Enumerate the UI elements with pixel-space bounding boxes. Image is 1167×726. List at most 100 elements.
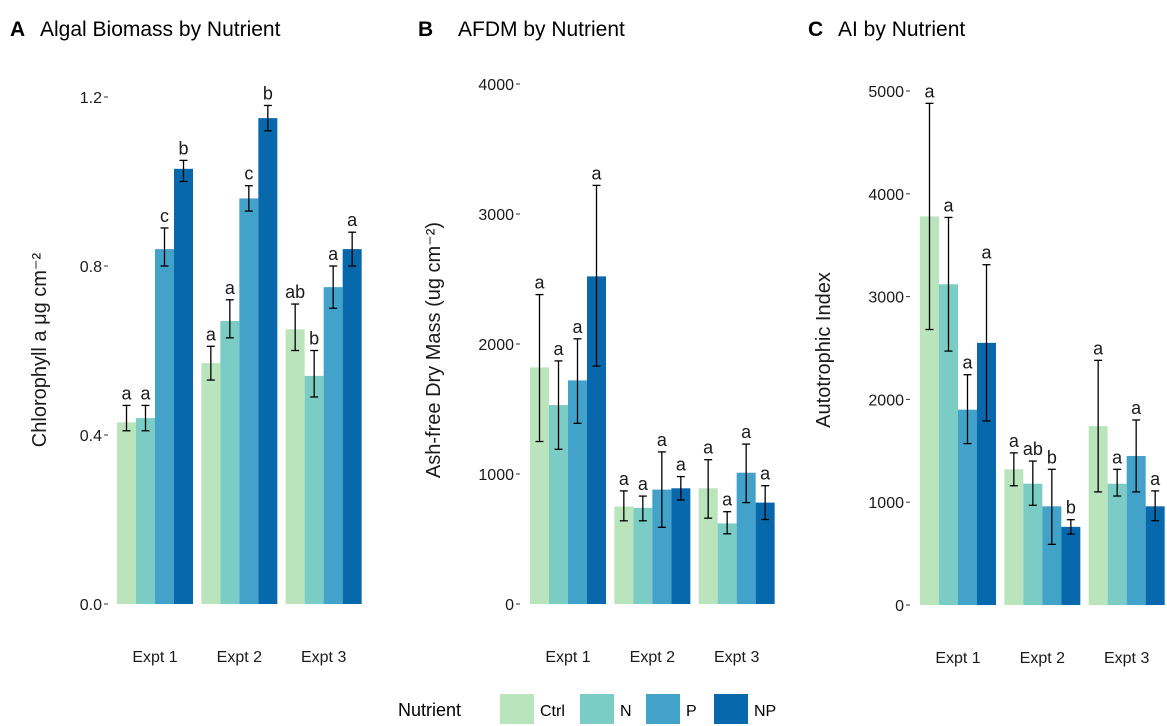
significance-label: a [328, 244, 339, 264]
bar-np [671, 488, 691, 604]
significance-label: a [206, 324, 217, 344]
bar-n [220, 320, 240, 604]
legend-label: P [686, 703, 697, 720]
legend-title: Nutrient [398, 700, 461, 720]
y-tick-label: 0 [505, 597, 514, 614]
x-tick-label: Expt 3 [1104, 650, 1149, 667]
bar-p [155, 249, 174, 604]
significance-label: a [703, 438, 714, 458]
bar-ctrl [1088, 426, 1108, 605]
x-tick-label: Expt 2 [1020, 650, 1065, 667]
x-tick-label: Expt 3 [714, 649, 759, 666]
significance-label: a [1009, 431, 1020, 451]
bar-p [736, 472, 756, 604]
bar-p [958, 409, 977, 605]
panel-c: C AI by Nutrient Autotrophic Index 0 1000 200… [808, 18, 1165, 667]
bar-p [1042, 506, 1062, 605]
legend-swatch-ctrl [500, 694, 534, 724]
y-tick-label: 2000 [868, 392, 904, 409]
bar-n [633, 507, 653, 604]
significance-label: a [924, 81, 935, 101]
panel-title: Algal Biomass by Nutrient [40, 18, 281, 41]
significance-label: a [722, 490, 733, 510]
bar-np [342, 249, 362, 604]
legend-swatch-np [714, 694, 748, 724]
panel-letter: B [418, 18, 433, 41]
significance-label: a [981, 243, 992, 263]
y-tick-label: 4000 [868, 187, 904, 204]
x-tick-label: Expt 2 [630, 649, 675, 666]
significance-label: a [1093, 338, 1104, 358]
bar-n [1023, 483, 1043, 605]
significance-label: a [1131, 398, 1142, 418]
y-tick-label: 3000 [868, 290, 904, 307]
significance-label: b [263, 83, 273, 103]
significance-label: a [121, 383, 132, 403]
x-tick-label: Expt 2 [217, 649, 262, 666]
significance-label: a [676, 455, 687, 475]
significance-label: a [638, 474, 649, 494]
legend-label: NP [754, 703, 776, 720]
legend-swatch-n [580, 694, 614, 724]
y-axis-label: Ash-free Dry Mass (ug cm⁻²) [423, 222, 445, 478]
bar-np [1061, 526, 1081, 605]
significance-label: a [657, 430, 668, 450]
panel-letter: A [10, 18, 25, 41]
bar-p [323, 287, 343, 604]
bar-n [1107, 483, 1127, 605]
significance-label: b [178, 138, 188, 158]
panel-title: AFDM by Nutrient [458, 18, 625, 41]
x-tick-label: Expt 1 [545, 649, 590, 666]
bar-n [136, 418, 155, 604]
y-tick-label: 3000 [478, 207, 514, 224]
significance-label: a [140, 383, 151, 403]
bar-p [239, 198, 259, 604]
panel-letter: C [808, 18, 823, 41]
significance-label: a [591, 163, 602, 183]
y-tick-label: 0.0 [80, 597, 102, 614]
significance-label: a [572, 317, 583, 337]
bar-ctrl [285, 329, 305, 604]
significance-label: c [160, 206, 169, 226]
y-tick-label: 2000 [478, 337, 514, 354]
panel-title: AI by Nutrient [838, 18, 965, 41]
significance-label: ab [1023, 439, 1043, 459]
significance-label: a [962, 353, 973, 373]
bar-np [587, 276, 606, 604]
significance-label: a [760, 464, 771, 484]
y-tick-label: 0 [895, 598, 904, 615]
significance-label: c [244, 164, 253, 184]
legend-label: N [620, 703, 632, 720]
significance-label: a [347, 210, 358, 230]
bar-n [717, 523, 737, 604]
y-tick-label: 1000 [478, 467, 514, 484]
bar-ctrl [920, 216, 939, 605]
significance-label: a [225, 278, 236, 298]
bar-n [939, 284, 958, 605]
bar-n [549, 405, 568, 604]
bar-np [977, 342, 996, 605]
bar-ctrl [117, 422, 136, 604]
x-tick-label: Expt 1 [132, 649, 177, 666]
y-tick-label: 1.2 [80, 90, 102, 107]
bar-n [304, 375, 324, 604]
significance-label: b [309, 329, 319, 349]
significance-label: a [619, 469, 630, 489]
bar-ctrl [698, 488, 718, 604]
y-tick-label: 4000 [478, 77, 514, 94]
legend-label: Ctrl [540, 703, 565, 720]
bar-p [568, 380, 587, 604]
bar-np [174, 168, 193, 604]
y-tick-label: 0.4 [80, 428, 102, 445]
bar-np [1145, 506, 1165, 605]
legend: Nutrient Ctrl N P NP [398, 694, 776, 724]
significance-label: a [741, 422, 752, 442]
significance-label: a [553, 339, 564, 359]
bar-ctrl [1004, 469, 1024, 605]
panel-a: A Algal Biomass by Nutrient Chlorophyll a … [10, 18, 362, 666]
significance-label: a [1150, 469, 1161, 489]
